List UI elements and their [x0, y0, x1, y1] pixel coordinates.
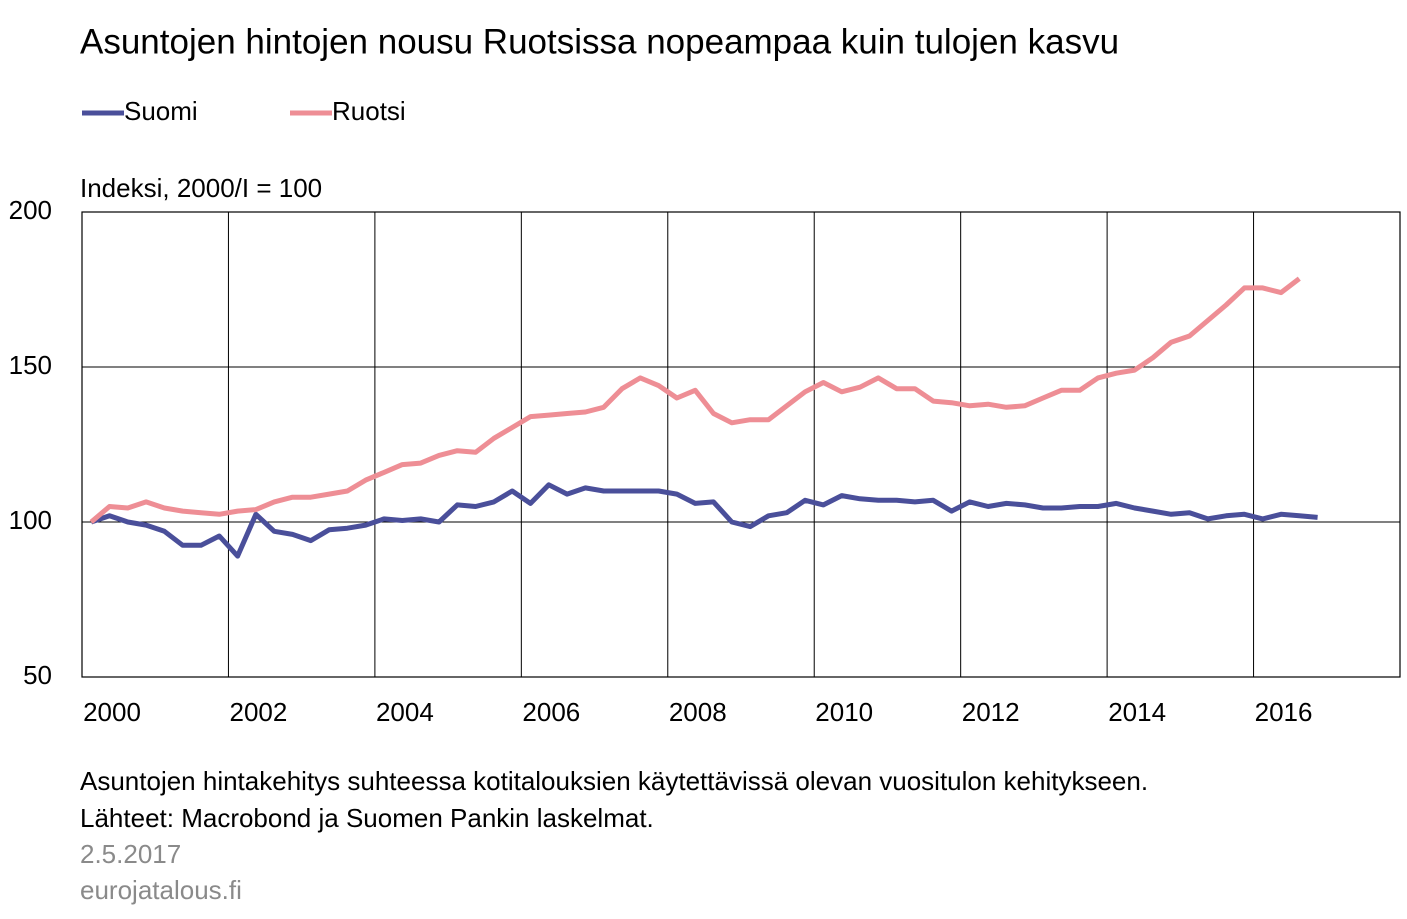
x-tick-label: 2008: [669, 697, 727, 727]
y-axis-label: Indeksi, 2000/I = 100: [80, 173, 322, 203]
y-tick-label: 50: [23, 660, 52, 690]
legend-label: Suomi: [124, 96, 198, 126]
chart-title: Asuntojen hintojen nousu Ruotsissa nopea…: [80, 22, 1119, 61]
x-tick-label: 2010: [815, 697, 873, 727]
y-tick-label: 100: [9, 505, 52, 535]
plot-frame: [81, 211, 1401, 678]
y-tick-label: 200: [9, 195, 52, 225]
x-tick-label: 2002: [230, 697, 288, 727]
note: Asuntojen hintakehitys suhteessa kotital…: [80, 766, 1148, 796]
date: 2.5.2017: [80, 839, 181, 869]
x-tick-label: 2006: [522, 697, 580, 727]
source: eurojatalous.fi: [80, 875, 242, 905]
x-tick-label: 2012: [962, 697, 1020, 727]
x-tick-label: 2000: [83, 697, 141, 727]
legend-label: Ruotsi: [332, 96, 406, 126]
y-tick-label: 150: [9, 350, 52, 380]
note: Lähteet: Macrobond ja Suomen Pankin lask…: [80, 803, 654, 833]
x-tick-label: 2014: [1108, 697, 1166, 727]
x-tick-label: 2004: [376, 697, 434, 727]
x-tick-label: 2016: [1255, 697, 1313, 727]
series-line: [89, 276, 1301, 524]
series-line: [90, 482, 1318, 559]
